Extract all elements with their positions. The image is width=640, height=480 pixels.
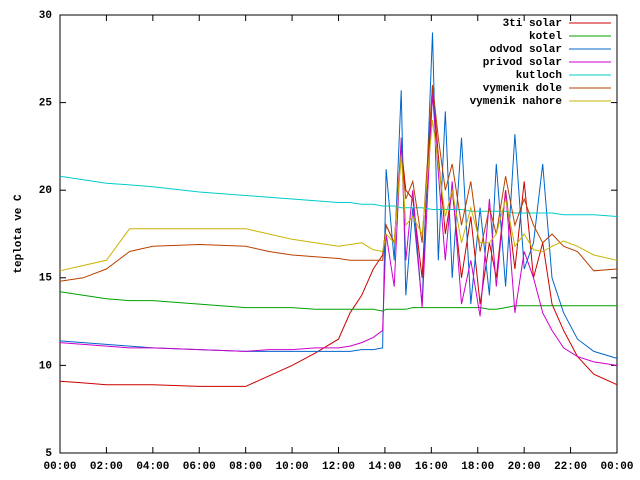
x-tick-label: 10:00 [276, 461, 309, 473]
y-tick-label: 30 [39, 10, 52, 22]
y-tick-label: 25 [39, 98, 53, 110]
legend-label: kutloch [516, 70, 562, 82]
x-tick-label: 06:00 [183, 461, 216, 473]
legend-label: odvod solar [489, 44, 562, 56]
series-line [59, 93, 618, 366]
legend-label: vymenik nahore [470, 96, 563, 108]
legend-label: privod solar [483, 57, 562, 69]
series-line [59, 85, 618, 282]
x-tick-label: 00:00 [600, 461, 633, 473]
series-line [59, 85, 618, 387]
x-tick-label: 00:00 [43, 461, 76, 473]
x-tick-label: 14:00 [368, 461, 401, 473]
y-tick-label: 15 [39, 273, 53, 285]
series-line [59, 175, 618, 217]
x-tick-label: 08:00 [229, 461, 262, 473]
y-tick-label: 5 [45, 448, 52, 460]
x-tick-label: 18:00 [461, 461, 494, 473]
legend-label: vymenik dole [483, 83, 563, 95]
x-tick-label: 22:00 [554, 461, 587, 473]
x-tick-label: 20:00 [508, 461, 541, 473]
x-tick-label: 04:00 [136, 461, 169, 473]
series-line [59, 32, 618, 359]
series-line [59, 291, 617, 312]
y-tick-label: 10 [39, 360, 52, 372]
y-tick-label: 20 [39, 185, 52, 197]
x-tick-label: 12:00 [322, 461, 355, 473]
legend-label: 3ti solar [503, 18, 562, 30]
series-line [59, 120, 618, 272]
y-axis-label: teplota ve C [13, 194, 25, 274]
legend-label: kotel [529, 31, 562, 43]
x-tick-label: 16:00 [415, 461, 448, 473]
x-tick-label: 02:00 [90, 461, 123, 473]
